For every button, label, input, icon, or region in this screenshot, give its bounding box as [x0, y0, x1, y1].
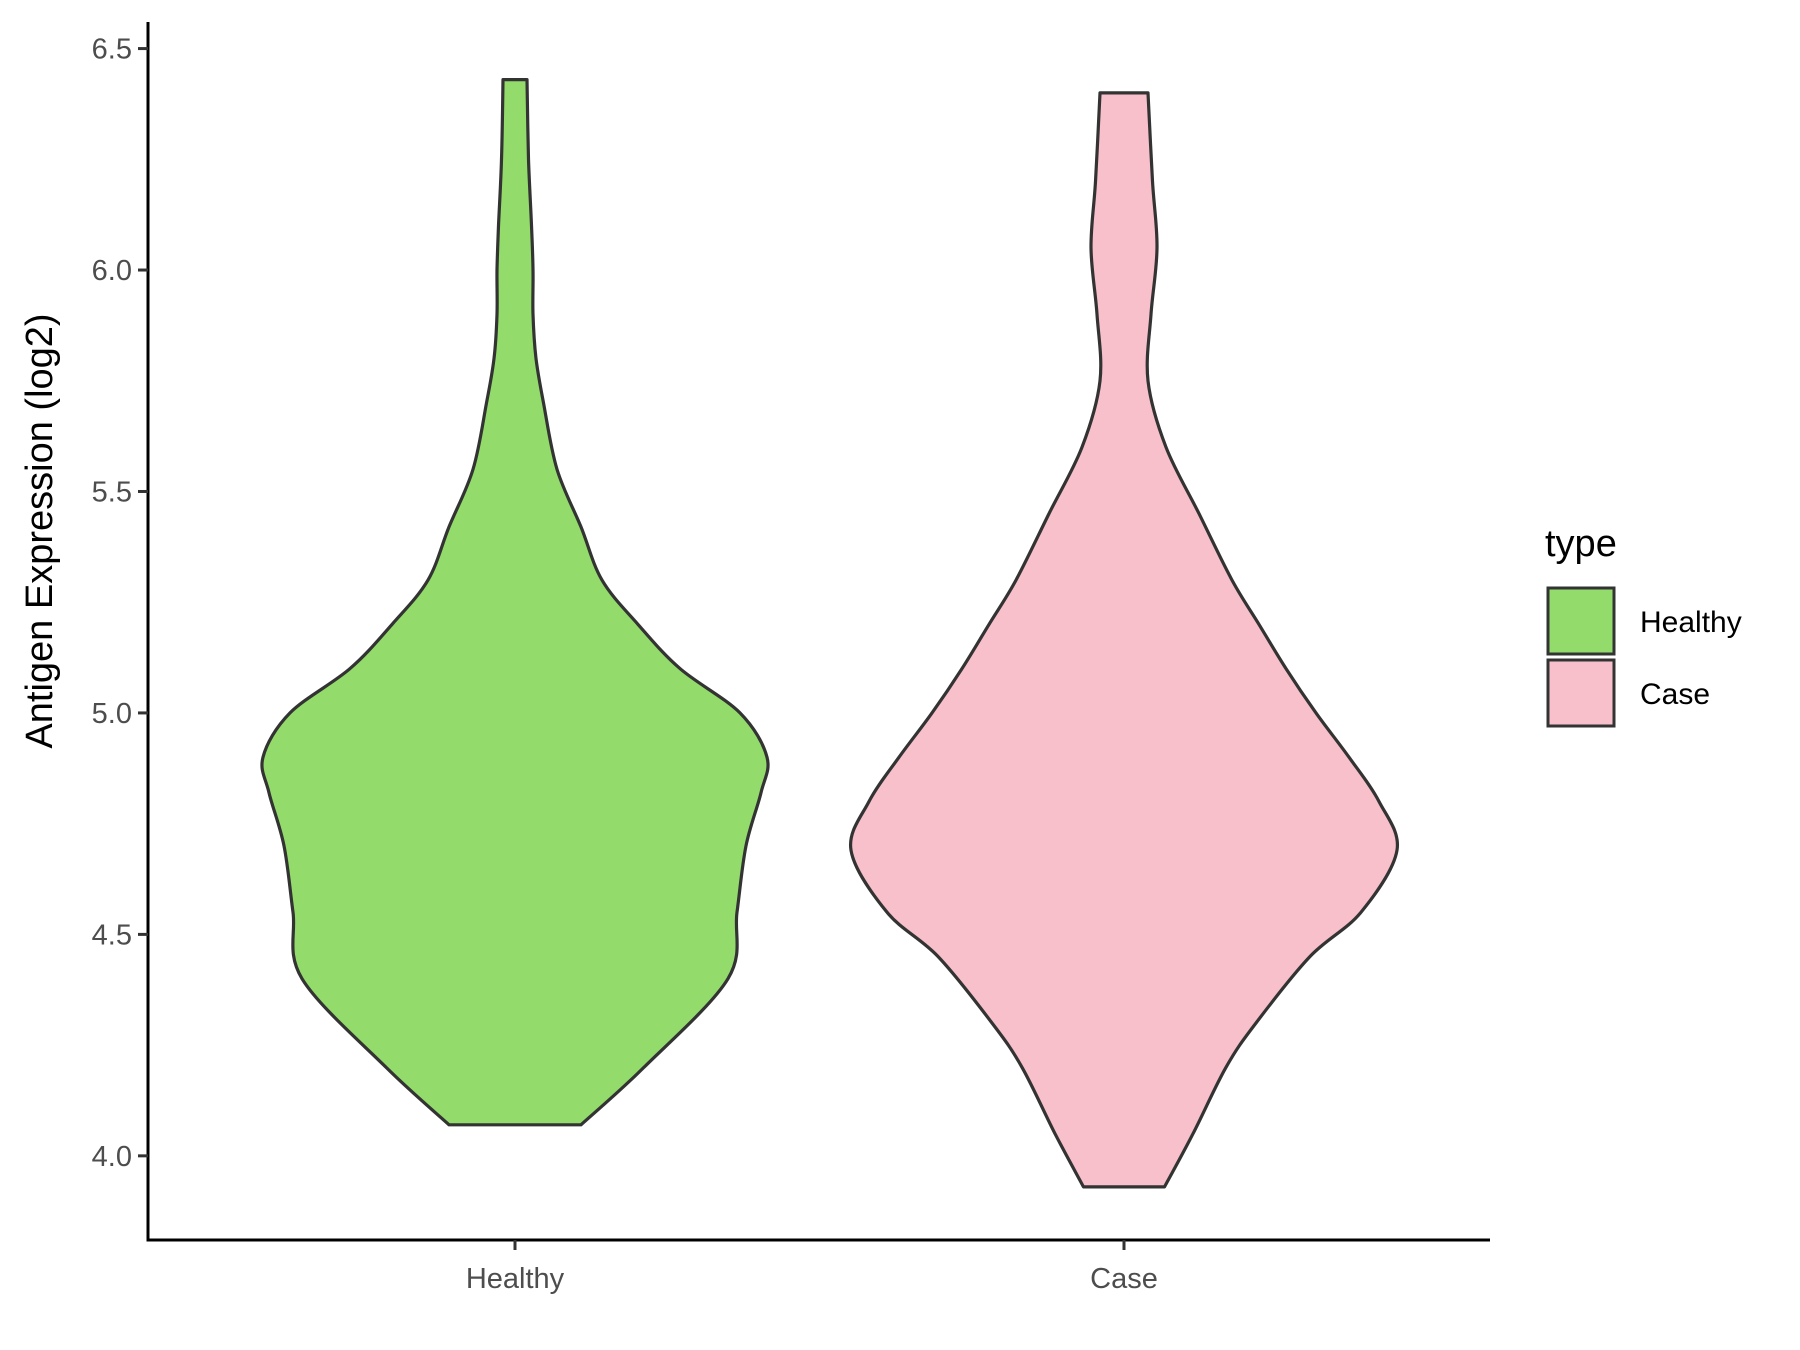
y-axis-title: Antigen Expression (log2): [19, 313, 61, 748]
y-tick-label: 4.0: [92, 1141, 132, 1173]
y-axis-ticks: 4.0 4.5 5.0 5.5 6.0 6.5: [92, 34, 148, 1173]
y-tick-label: 4.5: [92, 919, 132, 951]
legend-items: Healthy Case: [1546, 586, 1742, 728]
y-tick-label: 6.0: [92, 255, 132, 287]
legend-label-healthy: Healthy: [1640, 606, 1742, 639]
x-axis-ticks: Healthy Case: [466, 1240, 1158, 1295]
legend-label-case: Case: [1640, 678, 1710, 711]
legend-title: type: [1545, 523, 1617, 565]
legend: type Healthy Case: [1545, 523, 1742, 728]
violins-layer: [260, 78, 1400, 1189]
y-tick-label: 5.0: [92, 698, 132, 730]
legend-swatch-healthy: [1546, 586, 1616, 656]
x-tick-label: Healthy: [466, 1263, 565, 1295]
violin-healthy: [260, 78, 770, 1127]
y-tick-label: 5.5: [92, 476, 132, 508]
violin-case: [848, 91, 1400, 1189]
x-tick-label: Case: [1090, 1263, 1158, 1295]
legend-swatch-case: [1546, 658, 1616, 728]
y-tick-label: 6.5: [92, 34, 132, 66]
